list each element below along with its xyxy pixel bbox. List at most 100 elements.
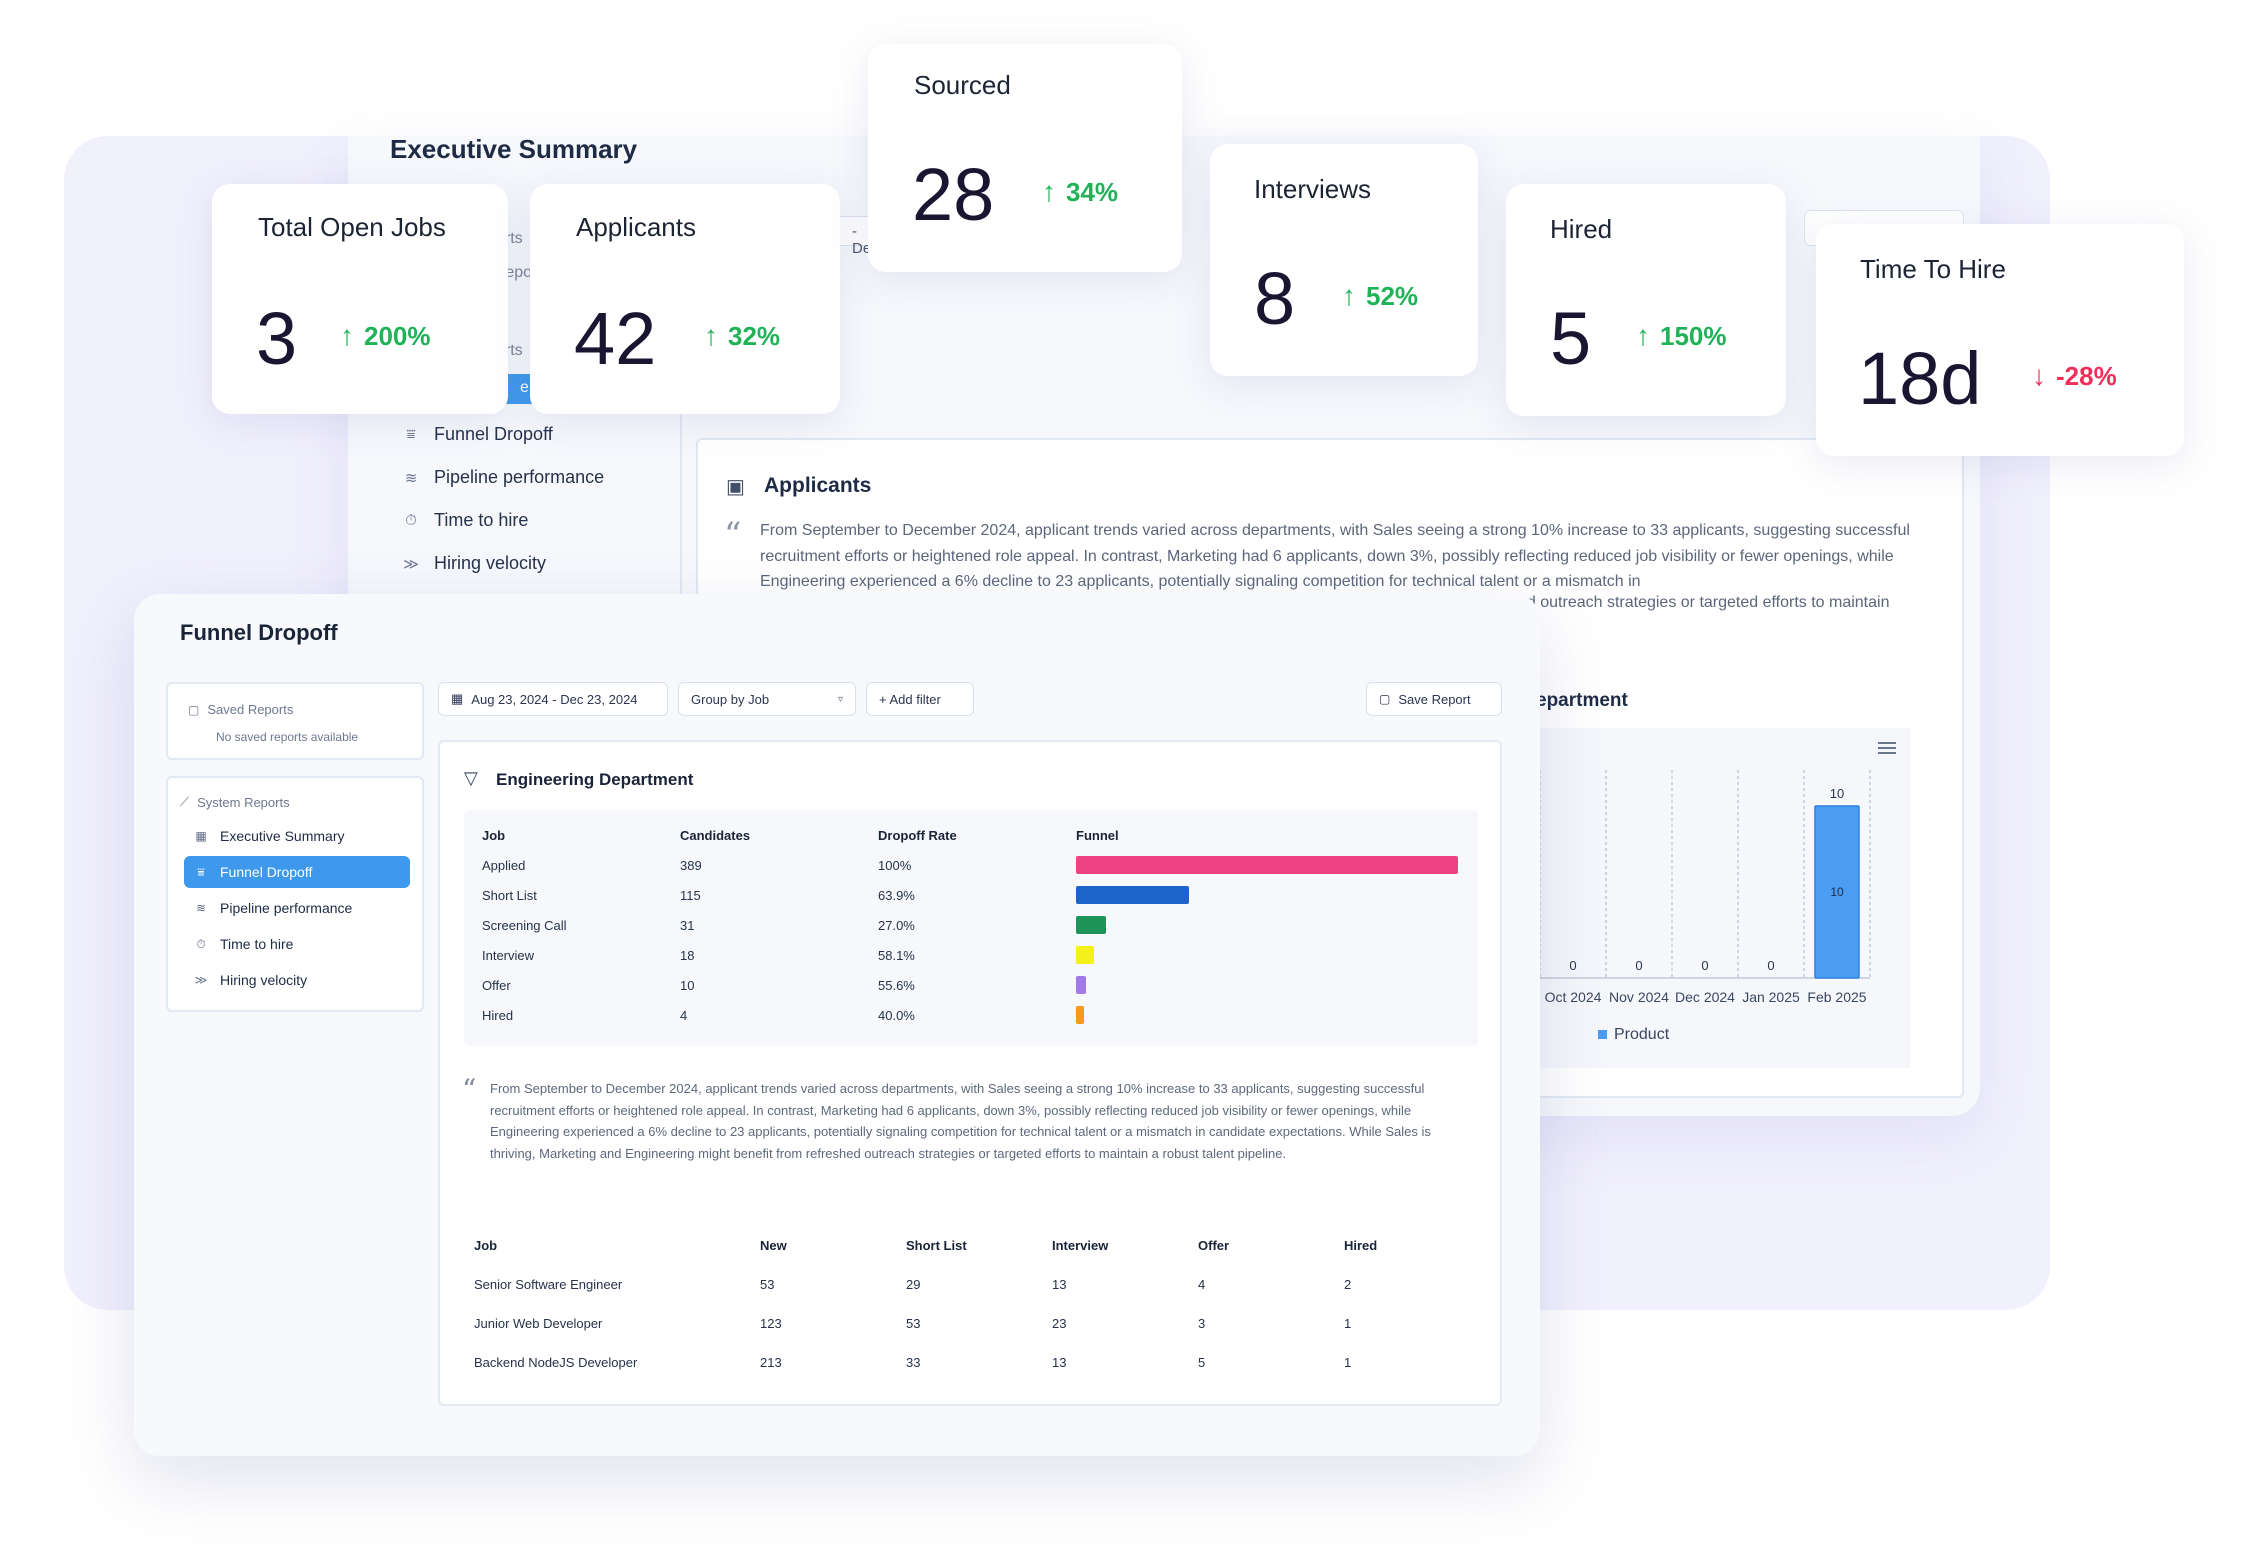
job-shortlist: 33 [906, 1355, 921, 1370]
funnel-stage: Screening Call [482, 918, 567, 933]
stat-change-value: 34% [1066, 176, 1119, 207]
save-icon: ▢ [1379, 692, 1391, 706]
funnel-rate: 100% [878, 858, 912, 873]
legend-label: Product [1614, 1026, 1670, 1043]
sidebar-item-hiring-velocity[interactable]: ≫ Hiring velocity [402, 553, 546, 574]
job-new: 53 [760, 1277, 775, 1292]
stat-label: Interviews [1254, 174, 1372, 204]
funnel-candidates: 4 [680, 1008, 688, 1023]
job-new: 213 [760, 1355, 782, 1370]
x-tick-label: Feb 2025 [1807, 989, 1866, 1005]
x-tick-label: Nov 2024 [1609, 989, 1669, 1005]
arrow-up-icon: ↑ [340, 320, 354, 351]
funnel-stage: Short List [482, 888, 537, 903]
executive-summary-title: Executive Summary [390, 134, 638, 164]
arrow-up-icon: ↑ [1042, 176, 1056, 207]
stat-card-total-open-jobs: Total Open Jobs 3 ↑ 200% [212, 184, 508, 414]
stat-label: Total Open Jobs [258, 212, 446, 242]
applicants-summary-tail: ed outreach strategies or targeted effor… [1518, 594, 1890, 611]
job-offer: 5 [1198, 1355, 1206, 1370]
applicants-section-title: Applicants [764, 474, 872, 497]
job-interview: 13 [1052, 1355, 1067, 1370]
sidebar-item-pipeline-performance[interactable]: ≋ Pipeline performance [402, 467, 604, 488]
stat-card-time-to-hire: Time To Hire 18d ↓ -28% [1816, 224, 2184, 456]
stat-value: 8 [1254, 257, 1296, 340]
chart-icon: ≋ [404, 469, 418, 487]
report-item-pipeline-performance[interactable]: ≋ Pipeline performance [184, 892, 410, 924]
add-filter-label: + Add filter [879, 691, 941, 707]
chart-icon: ≋ [195, 901, 207, 915]
job-name: Junior Web Developer [474, 1316, 603, 1331]
save-icon: ▢ [188, 702, 200, 717]
saved-reports-header: ▢ Saved Reports [188, 702, 293, 717]
jobs-col-header: Offer [1198, 1238, 1230, 1253]
funnel-table: Job Candidates Dropoff Rate Funnel Appli… [464, 810, 1478, 1046]
funnel-bar [1076, 976, 1086, 994]
report-item-funnel-dropoff[interactable]: ⩸ Funnel Dropoff [184, 856, 410, 888]
bar-value-label: 0 [1767, 958, 1774, 973]
save-report-button[interactable]: ▢ Save Report [1366, 682, 1502, 716]
filter-icon: ▽ [464, 768, 478, 788]
report-item-executive-summary[interactable]: ▦ Executive Summary [184, 820, 410, 852]
col-header-dropoff-rate: Dropoff Rate [878, 828, 957, 843]
report-item-label: Funnel Dropoff [220, 864, 313, 880]
funnel-bar [1076, 916, 1107, 934]
stat-value: 3 [256, 297, 298, 380]
line-chart-icon: ⟋ [180, 794, 190, 809]
stat-change: ↓ -28% [2032, 360, 2117, 392]
saved-reports-panel: ▢ Saved Reports No saved reports availab… [166, 682, 424, 760]
funnel-dropoff-title: Funnel Dropoff [180, 620, 338, 645]
monthly-bar-chart: 0 Oct 2024 0 Nov 2024 0 Dec 2024 0 Jan 2025 10 10… [1539, 728, 1910, 1068]
funnel-candidates: 389 [680, 858, 702, 873]
arrow-up-icon: ↑ [704, 320, 718, 351]
sidebar-item-funnel-dropoff[interactable]: ⩸ Funnel Dropoff [402, 424, 552, 445]
stat-card-applicants: Applicants 42 ↑ 32% [530, 184, 840, 414]
report-item-hiring-velocity[interactable]: ≫ Hiring velocity [184, 964, 410, 996]
stat-change-value: 32% [728, 320, 781, 351]
funnel-rate: 40.0% [878, 1008, 915, 1023]
funnel-bar [1076, 886, 1189, 904]
stat-value: 28 [912, 153, 995, 236]
funnel-candidates: 10 [680, 978, 695, 993]
quote-icon: “ [462, 1073, 477, 1106]
job-hired: 1 [1344, 1316, 1352, 1331]
job-interview: 13 [1052, 1277, 1067, 1292]
funnel-bar [1076, 1006, 1084, 1024]
stat-change-value: 150% [1660, 320, 1727, 351]
date-range-picker[interactable]: ▦ Aug 23, 2024 - Dec 23, 2024 [438, 682, 668, 716]
save-report-label: Save Report [1398, 691, 1471, 707]
stat-label: Sourced [914, 70, 1011, 100]
velocity-icon: ≫ [194, 973, 208, 987]
x-tick-label: Jan 2025 [1742, 989, 1800, 1005]
funnel-candidates: 18 [680, 948, 695, 963]
bar-value-label: 10 [1830, 786, 1844, 801]
stat-label: Applicants [576, 212, 696, 242]
date-range-text: Aug 23, 2024 - Dec 23, 2024 [471, 691, 638, 707]
stat-value: 42 [574, 297, 657, 380]
stat-change: ↑ 52% [1342, 280, 1418, 312]
group-by-select[interactable]: Group by Job ▿ [678, 682, 856, 716]
jobs-col-header: Hired [1344, 1238, 1378, 1253]
jobs-col-header: Job [474, 1238, 498, 1253]
add-filter-button[interactable]: + Add filter [866, 682, 974, 716]
report-item-time-to-hire[interactable]: ⏱ Time to hire [184, 928, 410, 960]
menu-icon-line [1878, 742, 1896, 744]
stat-card-sourced: Sourced 28 ↑ 34% [868, 44, 1182, 272]
report-item-label: Executive Summary [220, 828, 345, 844]
funnel-stage: Offer [482, 978, 511, 993]
bar-value-label: 0 [1569, 958, 1576, 973]
stat-label: Time To Hire [1860, 254, 2006, 284]
stat-change: ↑ 34% [1042, 176, 1118, 208]
funnel-stage: Applied [482, 858, 526, 873]
job-name: Senior Software Engineer [474, 1277, 623, 1292]
jobs-col-header: Interview [1052, 1238, 1109, 1253]
col-header-funnel: Funnel [1076, 828, 1119, 843]
system-reports-title: System Reports [197, 794, 290, 810]
sidebar-item-time-to-hire[interactable]: ⏱ Time to hire [402, 510, 528, 531]
stat-card-hired: Hired 5 ↑ 150% [1506, 184, 1786, 416]
job-hired: 1 [1344, 1355, 1352, 1370]
legend-swatch [1598, 1030, 1607, 1039]
report-item-label: Hiring velocity [220, 972, 308, 988]
stat-card-interviews: Interviews 8 ↑ 52% [1210, 144, 1478, 376]
bar-inner-label: 10 [1830, 885, 1844, 899]
